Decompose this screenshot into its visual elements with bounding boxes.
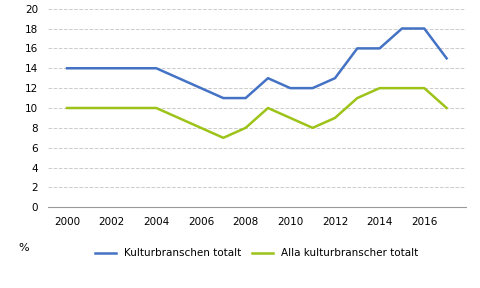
Kulturbranschen totalt <box>198 86 204 90</box>
Kulturbranschen totalt <box>444 56 449 60</box>
Kulturbranschen totalt <box>64 67 70 70</box>
Kulturbranschen totalt <box>421 27 427 30</box>
Kulturbranschen totalt <box>176 76 181 80</box>
Alla kulturbranscher totalt <box>176 116 181 120</box>
Kulturbranschen totalt <box>154 67 159 70</box>
Kulturbranschen totalt <box>399 27 405 30</box>
Kulturbranschen totalt <box>288 86 293 90</box>
Kulturbranschen totalt <box>109 67 115 70</box>
Alla kulturbranscher totalt <box>109 106 115 110</box>
Kulturbranschen totalt <box>243 96 249 100</box>
Kulturbranschen totalt <box>220 96 226 100</box>
Kulturbranschen totalt <box>131 67 137 70</box>
Kulturbranschen totalt <box>86 67 92 70</box>
Kulturbranschen totalt <box>310 86 315 90</box>
Alla kulturbranscher totalt <box>86 106 92 110</box>
Alla kulturbranscher totalt <box>421 86 427 90</box>
Alla kulturbranscher totalt <box>198 126 204 130</box>
Kulturbranschen totalt <box>332 76 338 80</box>
Alla kulturbranscher totalt <box>265 106 271 110</box>
Alla kulturbranscher totalt <box>354 96 360 100</box>
Text: %: % <box>19 243 29 253</box>
Alla kulturbranscher totalt <box>220 136 226 140</box>
Alla kulturbranscher totalt <box>131 106 137 110</box>
Line: Alla kulturbranscher totalt: Alla kulturbranscher totalt <box>67 88 446 138</box>
Line: Kulturbranschen totalt: Kulturbranschen totalt <box>67 29 446 98</box>
Alla kulturbranscher totalt <box>399 86 405 90</box>
Alla kulturbranscher totalt <box>332 116 338 120</box>
Alla kulturbranscher totalt <box>64 106 70 110</box>
Legend: Kulturbranschen totalt, Alla kulturbranscher totalt: Kulturbranschen totalt, Alla kulturbrans… <box>95 248 419 258</box>
Kulturbranschen totalt <box>354 47 360 50</box>
Kulturbranschen totalt <box>377 47 383 50</box>
Alla kulturbranscher totalt <box>310 126 315 130</box>
Kulturbranschen totalt <box>265 76 271 80</box>
Alla kulturbranscher totalt <box>288 116 293 120</box>
Alla kulturbranscher totalt <box>444 106 449 110</box>
Alla kulturbranscher totalt <box>377 86 383 90</box>
Alla kulturbranscher totalt <box>154 106 159 110</box>
Alla kulturbranscher totalt <box>243 126 249 130</box>
